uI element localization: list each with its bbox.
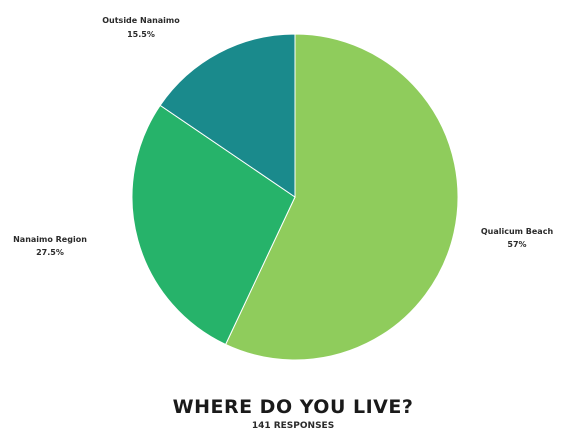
slice-label-value-outside-nanaimo: 15.5% xyxy=(127,30,155,39)
chart-subtitle: 141 RESPONSES xyxy=(251,421,335,431)
slice-label-name-qualicum-beach: Qualicum Beach xyxy=(481,227,554,236)
chart-title: WHERE DO YOU LIVE? xyxy=(172,396,414,418)
pie-slice-outside-nanaimo xyxy=(159,33,296,198)
pie-slice-qualicum-beach xyxy=(224,33,459,361)
pie-slices xyxy=(131,33,459,361)
slice-label-value-nanaimo-region: 27.5% xyxy=(36,248,64,257)
slice-label-name-outside-nanaimo: Outside Nanaimo xyxy=(102,16,180,25)
slice-label-value-qualicum-beach: 57% xyxy=(507,240,526,249)
pie-slice-nanaimo-region xyxy=(131,104,296,346)
slice-label-name-nanaimo-region: Nanaimo Region xyxy=(13,235,87,244)
